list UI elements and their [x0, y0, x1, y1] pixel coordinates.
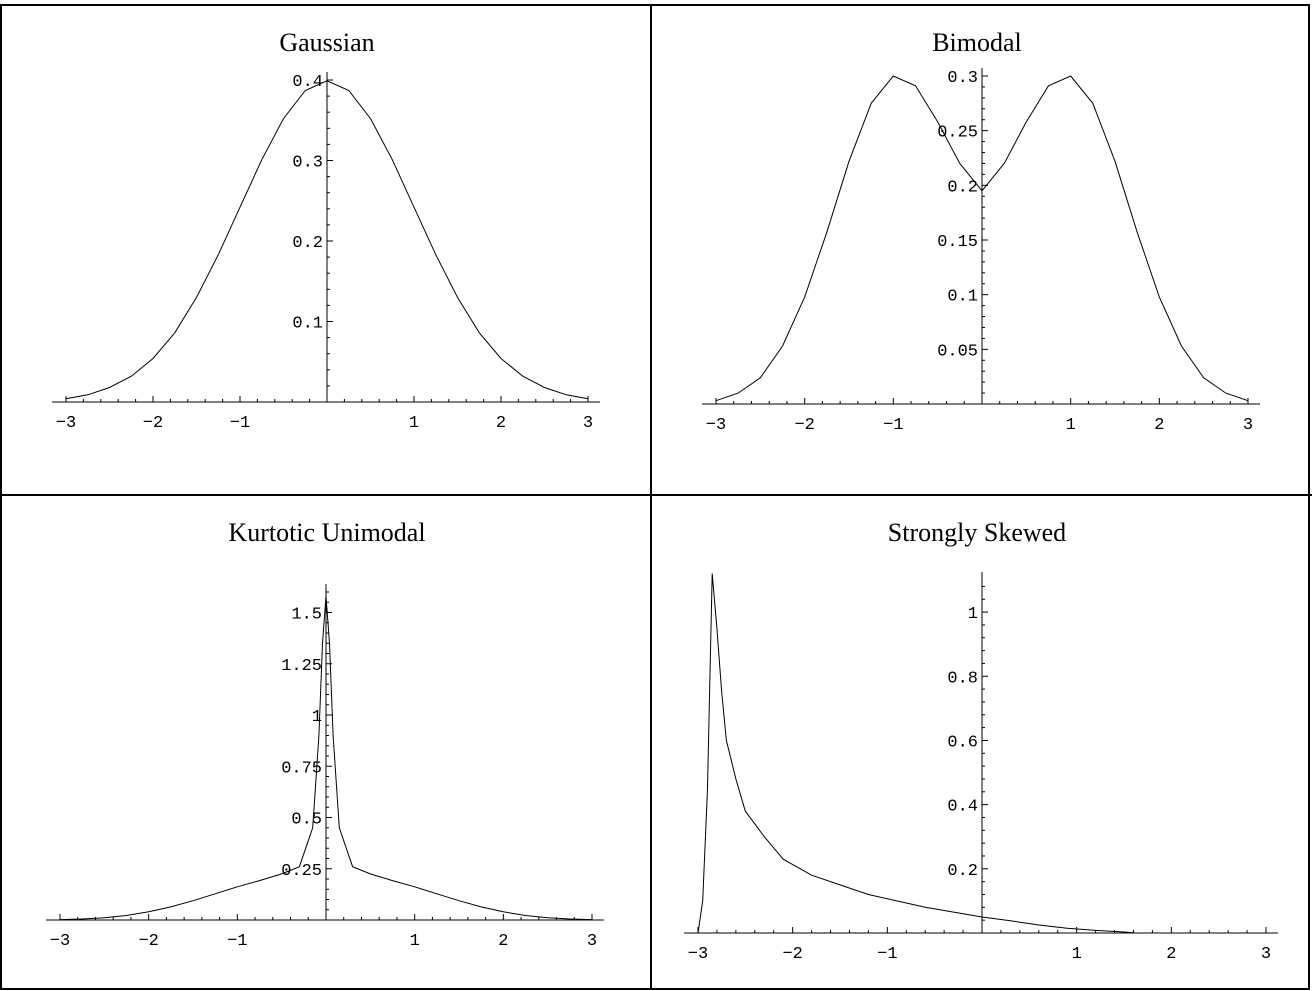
figure-grid: [0, 4, 1310, 990]
series-line: [715, 75, 1249, 402]
y-tick-label: 1: [312, 708, 322, 727]
chart-panel-gaussian: Gaussian −3 −2 −1 1 2 3 0.1 0.2 0.3 0.4: [2, 6, 652, 496]
chart-panel-kurtotic-unimodal: Kurtotic Unimodal −3 −2 −1 1 2 3 0.25 0.5 0.75 1 1…: [2, 496, 652, 986]
x-tick-label: 1: [409, 414, 419, 433]
grid-divider-vertical: [650, 4, 652, 990]
x-tick-label: −1: [883, 416, 903, 435]
x-tick-label: −2: [794, 416, 814, 435]
x-tick-label: −2: [138, 932, 158, 951]
chart-title: Strongly Skewed: [887, 518, 1067, 547]
x-tick-label: 2: [496, 414, 506, 433]
series-line: [697, 573, 1134, 934]
y-tick-label: 0.25: [937, 124, 978, 143]
x-tick-label: 3: [583, 414, 593, 433]
chart-panel-bimodal: Bimodal −3 −2 −1 1 2 3 0.05 0.1 0.15 0.2 0.25 0.3: [652, 6, 1302, 496]
x-tick-label: 3: [1261, 945, 1271, 964]
grid-divider-horizontal: [0, 494, 1312, 496]
x-tick-label: −3: [688, 945, 708, 964]
y-tick-label: 0.05: [937, 342, 978, 361]
x-tick-label: −3: [56, 414, 76, 433]
x-tick-label: −2: [782, 945, 802, 964]
x-tick-label: 2: [1154, 416, 1164, 435]
x-tick-label: −3: [706, 416, 726, 435]
plot-area: −3 −2 −1 1 2 3 0.05 0.1 0.15 0.2 0.25 0.3: [702, 68, 1260, 435]
y-tick-label: 1.5: [291, 606, 322, 625]
chart-title: Bimodal: [932, 28, 1022, 57]
y-tick-label: 0.6: [947, 733, 978, 752]
x-tick-label: 2: [1166, 945, 1176, 964]
series-line: [65, 80, 589, 400]
y-tick-label: 1.25: [281, 657, 322, 676]
y-tick-label: 0.3: [292, 154, 323, 173]
plot-area: −3 −2 −1 1 2 3 0.25 0.5 0.75 1 1.25 1.5: [46, 584, 604, 951]
x-tick-label: −1: [230, 414, 250, 433]
x-tick-label: −3: [50, 932, 70, 951]
series-line: [59, 596, 593, 921]
x-tick-label: 1: [410, 932, 420, 951]
x-tick-label: −1: [877, 945, 897, 964]
y-tick-label: 0.1: [947, 288, 978, 307]
y-tick-label: 0.2: [292, 234, 323, 253]
y-tick-label: 0.15: [937, 233, 978, 252]
chart-panel-strongly-skewed: Strongly Skewed −3 −2 −1 1 2 3 0.2 0.4 0.6 0.8 1: [652, 496, 1302, 986]
x-tick-label: 3: [1243, 416, 1253, 435]
y-tick-label: 0.75: [281, 759, 322, 778]
x-tick-label: −1: [227, 932, 247, 951]
x-tick-label: 2: [498, 932, 508, 951]
plot-area: −3 −2 −1 1 2 3 0.1 0.2 0.3 0.4: [52, 72, 600, 433]
y-tick-label: 0.8: [947, 669, 978, 688]
x-tick-label: 1: [1066, 416, 1076, 435]
plot-area: −3 −2 −1 1 2 3 0.2 0.4 0.6 0.8 1: [684, 572, 1278, 964]
y-tick-label: 0.2: [947, 862, 978, 881]
y-tick-label: 0.2: [947, 178, 978, 197]
x-tick-label: 3: [587, 932, 597, 951]
chart-title: Kurtotic Unimodal: [228, 518, 426, 547]
y-tick-label: 0.5: [291, 811, 322, 830]
y-tick-label: 0.1: [292, 315, 323, 334]
y-tick-label: 0.25: [281, 862, 322, 881]
chart-title: Gaussian: [279, 28, 375, 57]
y-tick-label: 1: [968, 605, 978, 624]
x-tick-label: 1: [1072, 945, 1082, 964]
y-tick-label: 0.3: [947, 69, 978, 88]
x-tick-label: −2: [143, 414, 163, 433]
y-tick-label: 0.4: [292, 73, 323, 92]
y-tick-label: 0.4: [947, 798, 978, 817]
